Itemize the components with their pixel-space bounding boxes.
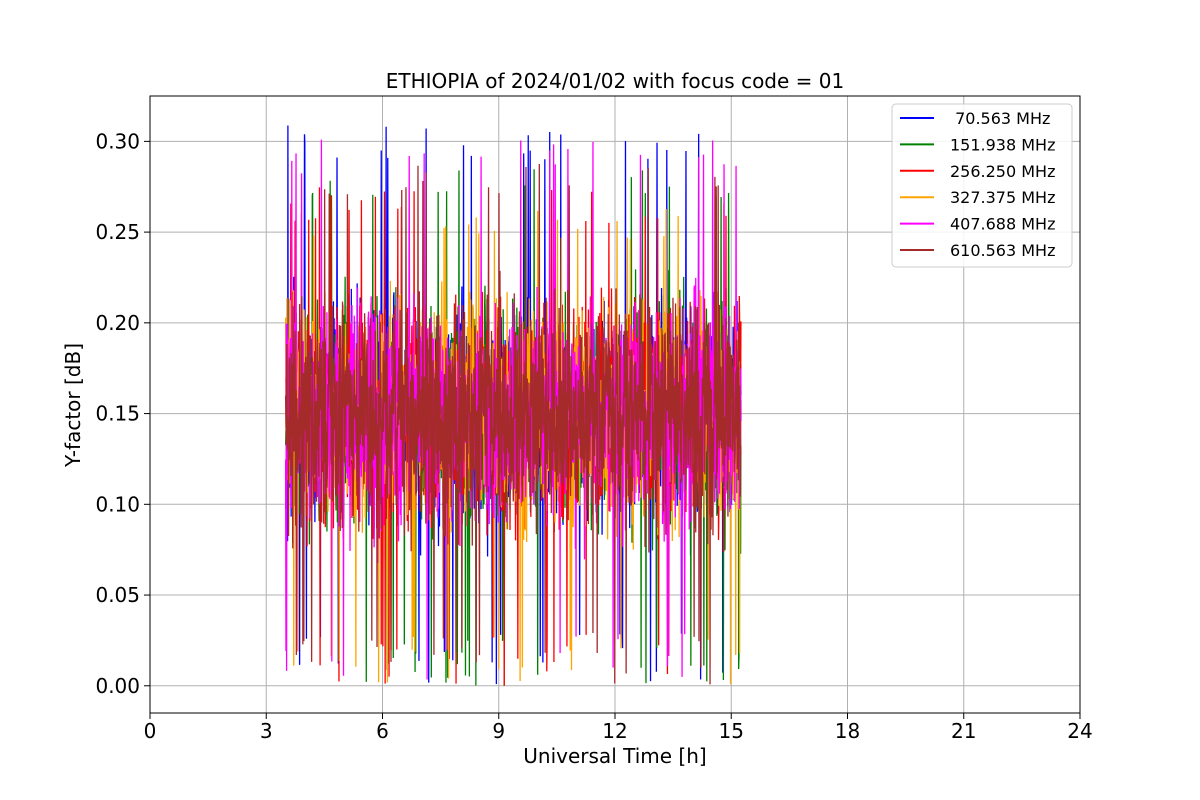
legend-label: 407.688 MHz: [950, 215, 1055, 234]
axis-ticks: 0 3 6 9 12 15 18 21 24 0.00 0.05 0.10 0.15 0.20 0.25 0.…: [95, 129, 1092, 743]
y-axis-label: Y-factor [dB]: [61, 343, 85, 468]
x-tick-label: 0: [144, 719, 157, 743]
legend-label: 151.938 MHz: [950, 135, 1055, 154]
x-tick-label: 9: [492, 719, 505, 743]
series-line: [284, 163, 742, 685]
y-tick-label: 0.30: [95, 129, 140, 153]
y-tick-label: 0.10: [95, 492, 140, 516]
x-tick-label: 15: [719, 719, 744, 743]
legend: 70.563 MHz 151.938 MHz 256.250 MHz 327.375 …: [891, 103, 1073, 268]
series-layer: [284, 125, 742, 686]
y-tick-label: 0.20: [95, 311, 140, 335]
y-tick-label: 0.00: [95, 674, 140, 698]
x-tick-label: 3: [260, 719, 273, 743]
x-tick-label: 18: [835, 719, 860, 743]
legend-label: 327.375 MHz: [950, 188, 1055, 207]
x-tick-label: 21: [951, 719, 976, 743]
y-tick-label: 0.25: [95, 220, 140, 244]
y-tick-label: 0.15: [95, 402, 140, 426]
chart-title: ETHIOPIA of 2024/01/02 with focus code =…: [386, 69, 844, 93]
x-tick-label: 24: [1067, 719, 1092, 743]
legend-box: [891, 103, 1073, 268]
x-tick-label: 12: [602, 719, 627, 743]
x-axis-label: Universal Time [h]: [523, 744, 706, 768]
legend-label: 70.563 MHz: [950, 109, 1050, 128]
legend-label: 610.563 MHz: [950, 241, 1055, 260]
x-tick-label: 6: [376, 719, 389, 743]
y-tick-label: 0.05: [95, 583, 140, 607]
legend-label: 256.250 MHz: [950, 162, 1055, 181]
